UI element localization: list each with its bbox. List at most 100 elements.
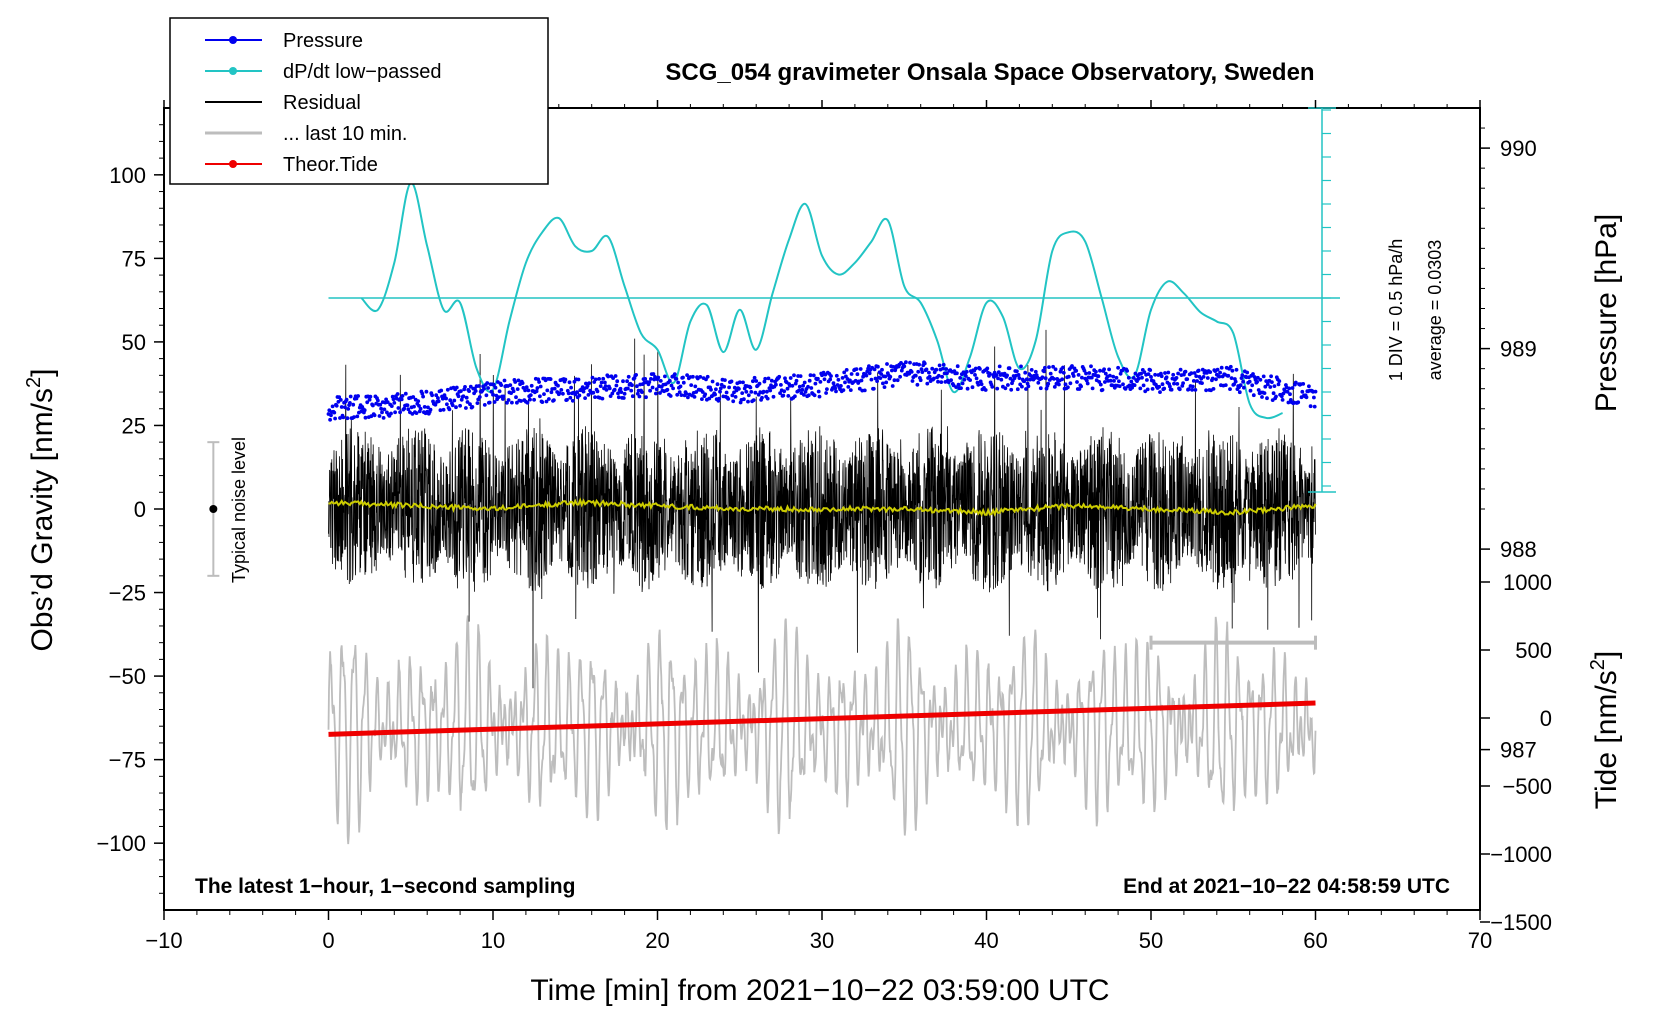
gravity-tick-label: −75 xyxy=(109,748,146,773)
pressure-point xyxy=(516,378,521,383)
pressure-point xyxy=(1251,393,1256,398)
pressure-point xyxy=(766,376,771,381)
pressure-point xyxy=(1217,374,1222,379)
pressure-point xyxy=(611,376,615,380)
pressure-point xyxy=(511,389,516,394)
chart-title: SCG_054 gravimeter Onsala Space Observat… xyxy=(665,59,1314,86)
pressure-point xyxy=(1242,385,1246,390)
pressure-point xyxy=(1026,384,1031,389)
gravity-tick-label: 100 xyxy=(109,163,146,188)
noise-level-label-group: Typical noise level xyxy=(229,437,249,583)
pressure-point xyxy=(881,381,885,386)
pressure-point xyxy=(1153,372,1157,377)
pressure-point xyxy=(597,377,601,381)
pressure-point xyxy=(964,374,968,378)
pressure-point xyxy=(781,393,786,398)
pressure-point xyxy=(1230,368,1235,373)
pressure-point xyxy=(1178,367,1183,372)
pressure-point xyxy=(575,390,579,395)
pressure-point xyxy=(681,375,685,380)
pressure-point xyxy=(779,383,783,387)
pressure-point xyxy=(822,377,827,382)
pressure-point xyxy=(1038,386,1043,391)
pressure-point xyxy=(426,405,430,410)
pressure-point xyxy=(372,413,377,418)
pressure-point xyxy=(741,380,745,385)
pressure-point xyxy=(637,394,642,399)
pressure-point xyxy=(1251,372,1255,376)
pressure-point xyxy=(1175,382,1180,386)
pressure-point xyxy=(733,395,738,399)
pressure-point xyxy=(499,383,504,387)
pressure-point xyxy=(540,400,545,404)
pressure-point xyxy=(590,375,595,380)
pressure-point xyxy=(824,391,828,395)
pressure-point xyxy=(658,379,663,383)
pressure-point xyxy=(1096,374,1101,379)
pressure-point xyxy=(1160,382,1165,387)
pressure-point xyxy=(752,375,757,380)
pressure-point xyxy=(694,390,699,394)
pressure-point xyxy=(484,393,489,398)
pressure-point xyxy=(1296,400,1301,405)
pressure-point xyxy=(691,374,695,379)
pressure-point xyxy=(677,390,682,394)
pressure-point xyxy=(621,379,625,384)
pressure-point xyxy=(626,374,631,379)
pressure-point xyxy=(668,394,673,398)
pressure-point xyxy=(557,391,562,395)
pressure-point xyxy=(930,366,935,371)
pressure-point xyxy=(1052,385,1057,389)
pressure-point xyxy=(927,370,931,375)
tide-tick-label: −1500 xyxy=(1490,910,1552,935)
pressure-point xyxy=(1189,371,1194,376)
pressure-point xyxy=(885,362,889,366)
pressure-point xyxy=(482,403,487,407)
pressure-point xyxy=(693,384,698,389)
pressure-point xyxy=(1194,374,1199,378)
pressure-point xyxy=(626,386,630,391)
pressure-point xyxy=(996,370,1001,375)
pressure-point xyxy=(544,399,549,404)
pressure-point xyxy=(777,374,782,379)
x-tick-label: 40 xyxy=(974,928,998,953)
pressure-point xyxy=(475,401,480,405)
pressure-point xyxy=(333,416,337,421)
pressure-point xyxy=(1162,386,1167,391)
pressure-point xyxy=(778,391,782,395)
pressure-point xyxy=(405,403,410,408)
pressure-point xyxy=(648,388,652,393)
pressure-point xyxy=(444,396,448,401)
pressure-point xyxy=(700,397,704,401)
pressure-point xyxy=(785,386,790,391)
pressure-point xyxy=(1110,383,1115,388)
pressure-point xyxy=(445,387,450,392)
pressure-point xyxy=(1277,379,1282,383)
pressure-point xyxy=(798,374,803,378)
pressure-point xyxy=(782,389,787,394)
pressure-point xyxy=(1308,404,1313,409)
pressure-point xyxy=(675,392,680,397)
pressure-point xyxy=(1043,376,1048,381)
pressure-point xyxy=(1107,367,1111,372)
pressure-point xyxy=(1103,380,1107,384)
pressure-point xyxy=(1061,370,1066,375)
x-tick-label: 0 xyxy=(322,928,334,953)
pressure-point xyxy=(1269,374,1273,379)
pressure-point xyxy=(1190,388,1194,392)
pressure-point xyxy=(1272,384,1277,388)
pressure-point xyxy=(1200,381,1204,385)
pressure-point xyxy=(439,388,444,393)
pressure-point xyxy=(751,398,756,402)
pressure-point xyxy=(882,385,887,389)
pressure-point xyxy=(640,390,644,394)
pressure-point xyxy=(510,400,514,405)
pressure-point xyxy=(1312,404,1317,409)
pressure-point xyxy=(742,397,746,402)
pressure-point xyxy=(430,393,434,398)
pressure-point xyxy=(867,364,871,368)
pressure-point xyxy=(913,373,918,378)
pressure-point xyxy=(978,367,982,371)
pressure-point xyxy=(599,380,604,385)
pressure-point xyxy=(486,386,490,390)
